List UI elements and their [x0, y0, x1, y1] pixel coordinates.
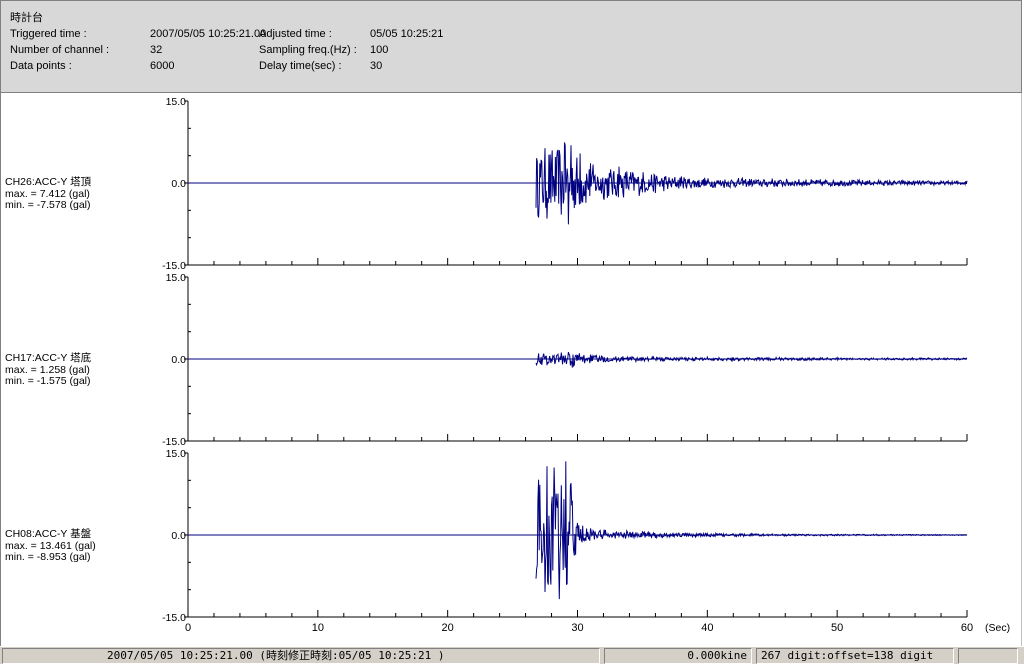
status-time: 2007/05/05 10:25:21.00 (時刻修正時刻:05/05 10:…: [107, 649, 445, 662]
channel-max: max. = 1.258 (gal): [5, 363, 90, 376]
triggered-time-value: 2007/05/05 10:25:21.00: [150, 28, 267, 40]
data-points-value: 6000: [150, 60, 175, 72]
waveform-trace: [535, 461, 968, 600]
x-tick-label: 20: [442, 622, 454, 634]
sampling-freq-label: Sampling freq.(Hz) :: [259, 44, 357, 56]
x-unit-label: (Sec): [985, 622, 1010, 634]
status-velocity: 0.000kine: [687, 649, 747, 662]
channel-max: max. = 13.461 (gal): [5, 539, 96, 552]
data-points-label: Data points :: [10, 60, 72, 72]
station-title: 時計台: [10, 12, 43, 24]
y-tick-label: -15.0: [162, 260, 186, 272]
channel-count-value: 32: [150, 44, 163, 56]
status-bar: 2007/05/05 10:25:21.00 (時刻修正時刻:05/05 10:…: [0, 647, 1024, 664]
channel-min: min. = -8.953 (gal): [5, 551, 91, 563]
y-tick-label: 15.0: [166, 272, 187, 284]
x-tick-label: 60: [961, 622, 973, 634]
channel-label-ch08: CH08:ACC-Y 基盤 max. = 13.461 (gal) min. =…: [5, 528, 96, 564]
status-time-pane: 2007/05/05 10:25:21.00 (時刻修正時刻:05/05 10:…: [2, 648, 600, 664]
channel-min: min. = -1.575 (gal): [5, 375, 91, 387]
waveform-trace: [535, 142, 968, 225]
sampling-freq-value: 100: [370, 44, 389, 56]
y-tick-label: 0.0: [171, 530, 186, 542]
status-velocity-pane: 0.000kine: [604, 648, 752, 664]
waveform-plot-area: 15.0 0.0 -15.0 15.0 0.0 -15.0 15.0 0.0 -15.0 0 10 2…: [0, 93, 1022, 646]
x-tick-label: 40: [701, 622, 713, 634]
x-tick-label: 0: [185, 622, 191, 634]
x-tick-label: 10: [312, 622, 324, 634]
x-tick-label: 30: [571, 622, 583, 634]
delay-time-label: Delay time(sec) :: [259, 60, 342, 72]
channel-count-label: Number of channel :: [10, 44, 110, 56]
delay-time-value: 30: [370, 60, 383, 72]
y-tick-label: 15.0: [166, 96, 187, 108]
channel-name: CH26:ACC-Y 塔頂: [5, 176, 92, 188]
status-digit: 267 digit:offset=138 digit: [761, 649, 934, 662]
channel-name: CH08:ACC-Y 基盤: [5, 528, 92, 540]
y-tick-label: 15.0: [166, 448, 187, 460]
record-info-panel: 時計台 Triggered time : 2007/05/05 10:25:21…: [0, 0, 1022, 93]
waveform-chart: 15.00.0-15.015.00.0-15.015.00.0-15.00 10 2…: [162, 96, 1010, 634]
channel-label-ch26: CH26:ACC-Y 塔頂 max. = 7.412 (gal) min. = …: [5, 176, 92, 212]
adjusted-time-label: Adjusted time :: [259, 28, 332, 40]
status-extra-pane: [958, 648, 1018, 664]
adjusted-time-value: 05/05 10:25:21: [370, 28, 444, 40]
x-tick-label: 50: [831, 622, 843, 634]
triggered-time-label: Triggered time :: [10, 28, 87, 40]
status-digit-pane: 267 digit:offset=138 digit: [756, 648, 954, 664]
y-tick-label: -15.0: [162, 612, 186, 624]
waveform-trace: [535, 351, 968, 368]
channel-min: min. = -7.578 (gal): [5, 199, 91, 211]
channel-label-ch17: CH17:ACC-Y 塔底 max. = 1.258 (gal) min. = …: [5, 352, 92, 388]
y-tick-label: 0.0: [171, 354, 186, 366]
y-tick-label: 0.0: [171, 178, 186, 190]
y-tick-label: -15.0: [162, 436, 186, 448]
channel-name: CH17:ACC-Y 塔底: [5, 352, 92, 364]
channel-max: max. = 7.412 (gal): [5, 187, 90, 200]
